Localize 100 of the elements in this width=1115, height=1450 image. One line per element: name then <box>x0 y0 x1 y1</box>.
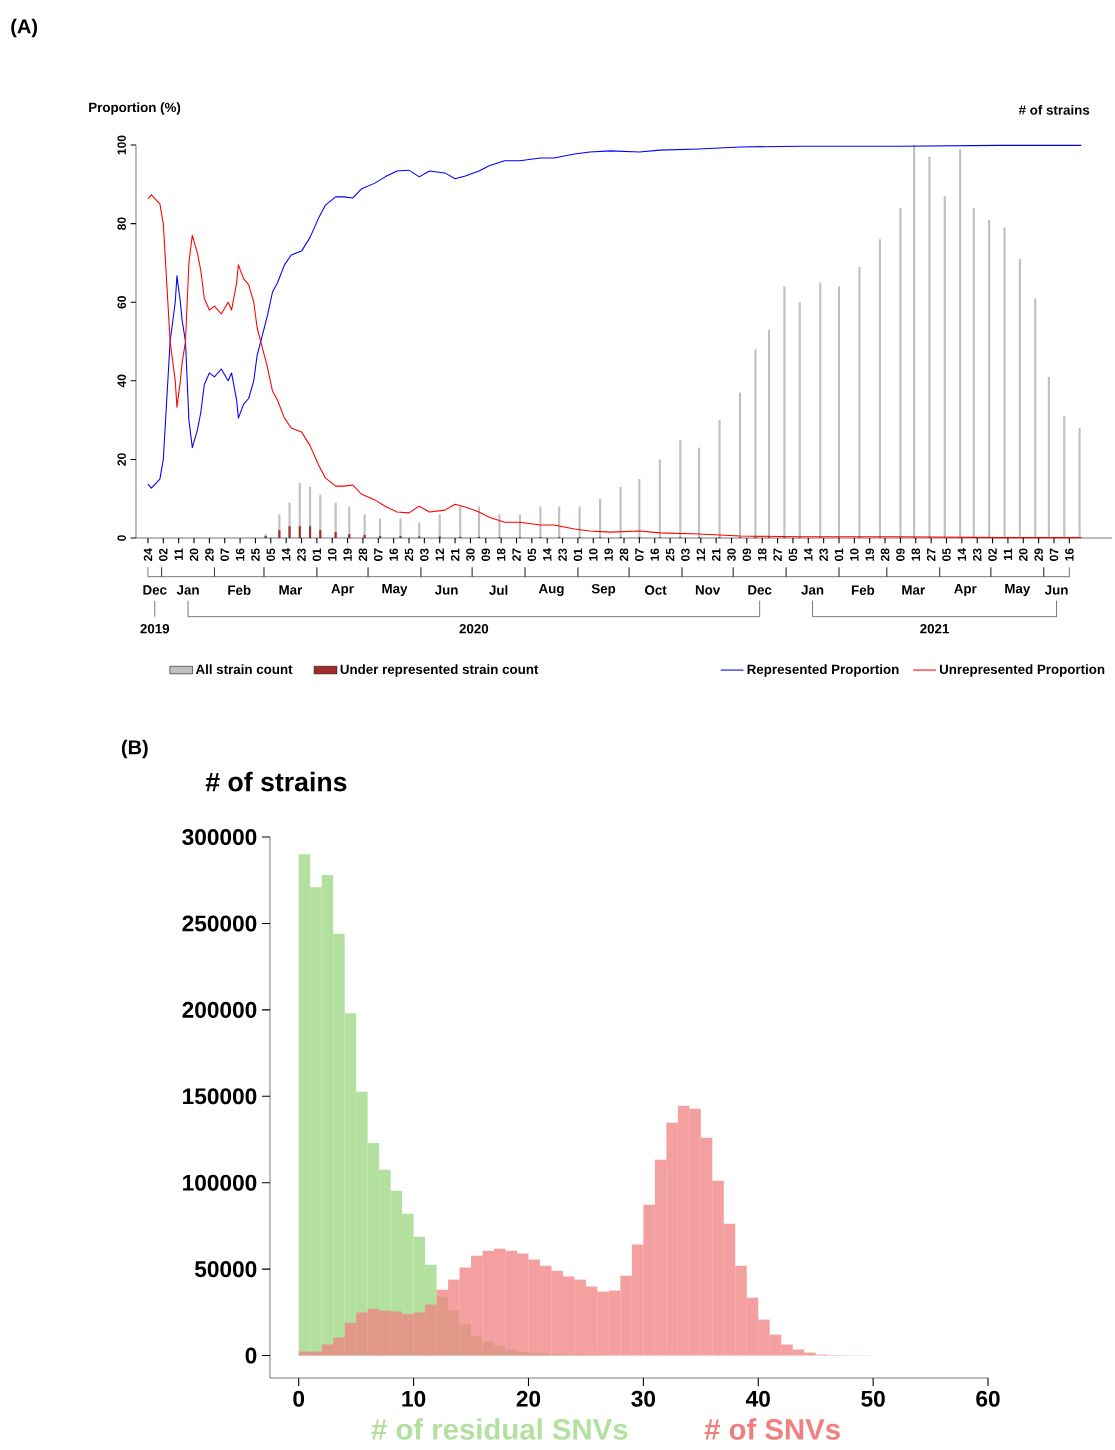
x-tick-label: 16 <box>1065 548 1074 561</box>
text: May <box>382 584 408 596</box>
x-tick-label: 29 <box>1034 548 1043 561</box>
x-tick-label: 10 <box>327 548 337 561</box>
x-tick-label: 20 <box>516 1390 541 1407</box>
text: May <box>1005 584 1031 596</box>
chart-title: (B) <box>121 739 148 759</box>
y-tick-label: 250000 <box>182 915 257 932</box>
text: # of SNVs <box>704 1418 840 1440</box>
x-tick-label: 02 <box>159 548 168 561</box>
text: Dec <box>143 585 167 595</box>
x-tick-label: 28 <box>619 548 629 561</box>
legend-label: Under represented strain count <box>340 664 539 677</box>
x-tick-label: 07 <box>635 548 644 561</box>
x-tick-label: 40 <box>745 1390 770 1407</box>
x-tick-label: 23 <box>819 548 828 561</box>
x-tick-label: 14 <box>957 548 966 561</box>
x-tick-label: 07 <box>374 548 383 561</box>
x-tick-label: 16 <box>389 548 398 561</box>
x-tick-label: 09 <box>742 548 752 561</box>
x-tick-label: 05 <box>527 548 537 561</box>
x-tick-label: 12 <box>696 548 705 561</box>
text: Jan <box>176 585 199 595</box>
x-tick-label: 05 <box>942 548 951 561</box>
y-tick-label: 150000 <box>183 1088 257 1105</box>
text: Aug <box>538 584 564 597</box>
x-tick-label: 27 <box>773 548 782 561</box>
x-tick-label: 50 <box>861 1390 885 1407</box>
x-tick-label: 10 <box>402 1390 426 1407</box>
text: Feb <box>228 585 251 595</box>
x-tick-label: 18 <box>757 548 767 561</box>
x-tick-label: 02 <box>988 548 997 561</box>
text: Mar <box>902 585 925 595</box>
y-tick-label: 0 <box>245 1347 257 1364</box>
x-tick-label: 27 <box>926 548 936 561</box>
text: Jan <box>801 585 824 595</box>
y-tick-label: 200000 <box>182 1001 257 1018</box>
x-tick-label: 20 <box>1019 548 1028 561</box>
text: Feb <box>851 585 875 595</box>
text: Jul <box>489 585 508 595</box>
x-tick-label: 29 <box>205 548 214 561</box>
text: 2019 <box>140 623 170 634</box>
x-tick-label: 12 <box>435 548 444 561</box>
text: Jun <box>1044 585 1068 595</box>
y-tick-label: 100 <box>117 135 126 155</box>
x-tick-label: 05 <box>266 548 276 561</box>
x-tick-label: 30 <box>631 1390 656 1407</box>
x-tick-label: 01 <box>834 548 844 561</box>
x-tick-label: 23 <box>558 548 567 561</box>
x-tick-label: 19 <box>343 548 352 561</box>
legend-label: Unrepresented Proportion <box>939 664 1105 677</box>
y-tick-label: 60 <box>117 296 126 309</box>
x-tick-label: 23 <box>297 548 306 561</box>
y-tick-label: 100000 <box>183 1174 257 1191</box>
text: Oct <box>645 585 667 595</box>
x-tick-label: 01 <box>573 548 583 561</box>
x-tick-label: 10 <box>589 548 598 561</box>
y-tick-label: 300000 <box>182 828 257 846</box>
x-tick-label: 05 <box>788 548 798 561</box>
y-tick-label: 80 <box>117 217 126 230</box>
x-tick-label: 01 <box>312 548 322 561</box>
legend-label: Represented Proportion <box>747 664 899 677</box>
x-tick-label: 24 <box>143 548 153 561</box>
text: # of residual SNVs <box>371 1418 628 1440</box>
text: Apr <box>954 584 977 596</box>
x-tick-label: 21 <box>450 548 460 561</box>
y-axis-title: Proportion (%) <box>89 102 181 115</box>
x-tick-label: 16 <box>235 548 245 561</box>
x-tick-label: 10 <box>850 548 859 561</box>
x-tick-label: 07 <box>1049 548 1059 561</box>
text: Nov <box>695 585 721 595</box>
chart-title: (A) <box>11 18 38 38</box>
x-tick-label: 21 <box>711 548 721 561</box>
x-tick-label: 23 <box>972 548 982 561</box>
x-tick-label: 09 <box>896 548 905 561</box>
y-tick-label: 50000 <box>194 1261 257 1278</box>
x-tick-label: 14 <box>282 548 291 561</box>
y-tick-label: 0 <box>117 535 126 541</box>
x-tick-label: 11 <box>174 548 183 560</box>
x-tick-label: 27 <box>512 548 521 561</box>
x-tick-label: 30 <box>466 548 475 562</box>
y-tick-label: 40 <box>117 374 126 388</box>
x-tick-label: 11 <box>1003 548 1013 560</box>
y-axis-title: # of strains <box>205 771 347 792</box>
x-tick-label: 60 <box>976 1390 1000 1407</box>
x-tick-label: 19 <box>604 548 613 561</box>
y-axis-title: # of strains <box>1018 104 1090 115</box>
text: 2021 <box>920 623 950 634</box>
x-tick-label: 28 <box>358 548 368 561</box>
x-tick-label: 0 <box>293 1390 305 1407</box>
x-tick-label: 07 <box>220 548 229 561</box>
x-tick-label: 18 <box>911 548 921 561</box>
x-tick-label: 14 <box>804 548 813 561</box>
x-tick-label: 16 <box>650 548 659 561</box>
y-tick-label: 20 <box>117 453 126 466</box>
x-tick-label: 03 <box>420 548 429 561</box>
x-tick-label: 25 <box>251 548 260 561</box>
text: Apr <box>331 584 354 596</box>
x-tick-label: 19 <box>865 548 874 561</box>
x-tick-label: 03 <box>681 548 690 561</box>
